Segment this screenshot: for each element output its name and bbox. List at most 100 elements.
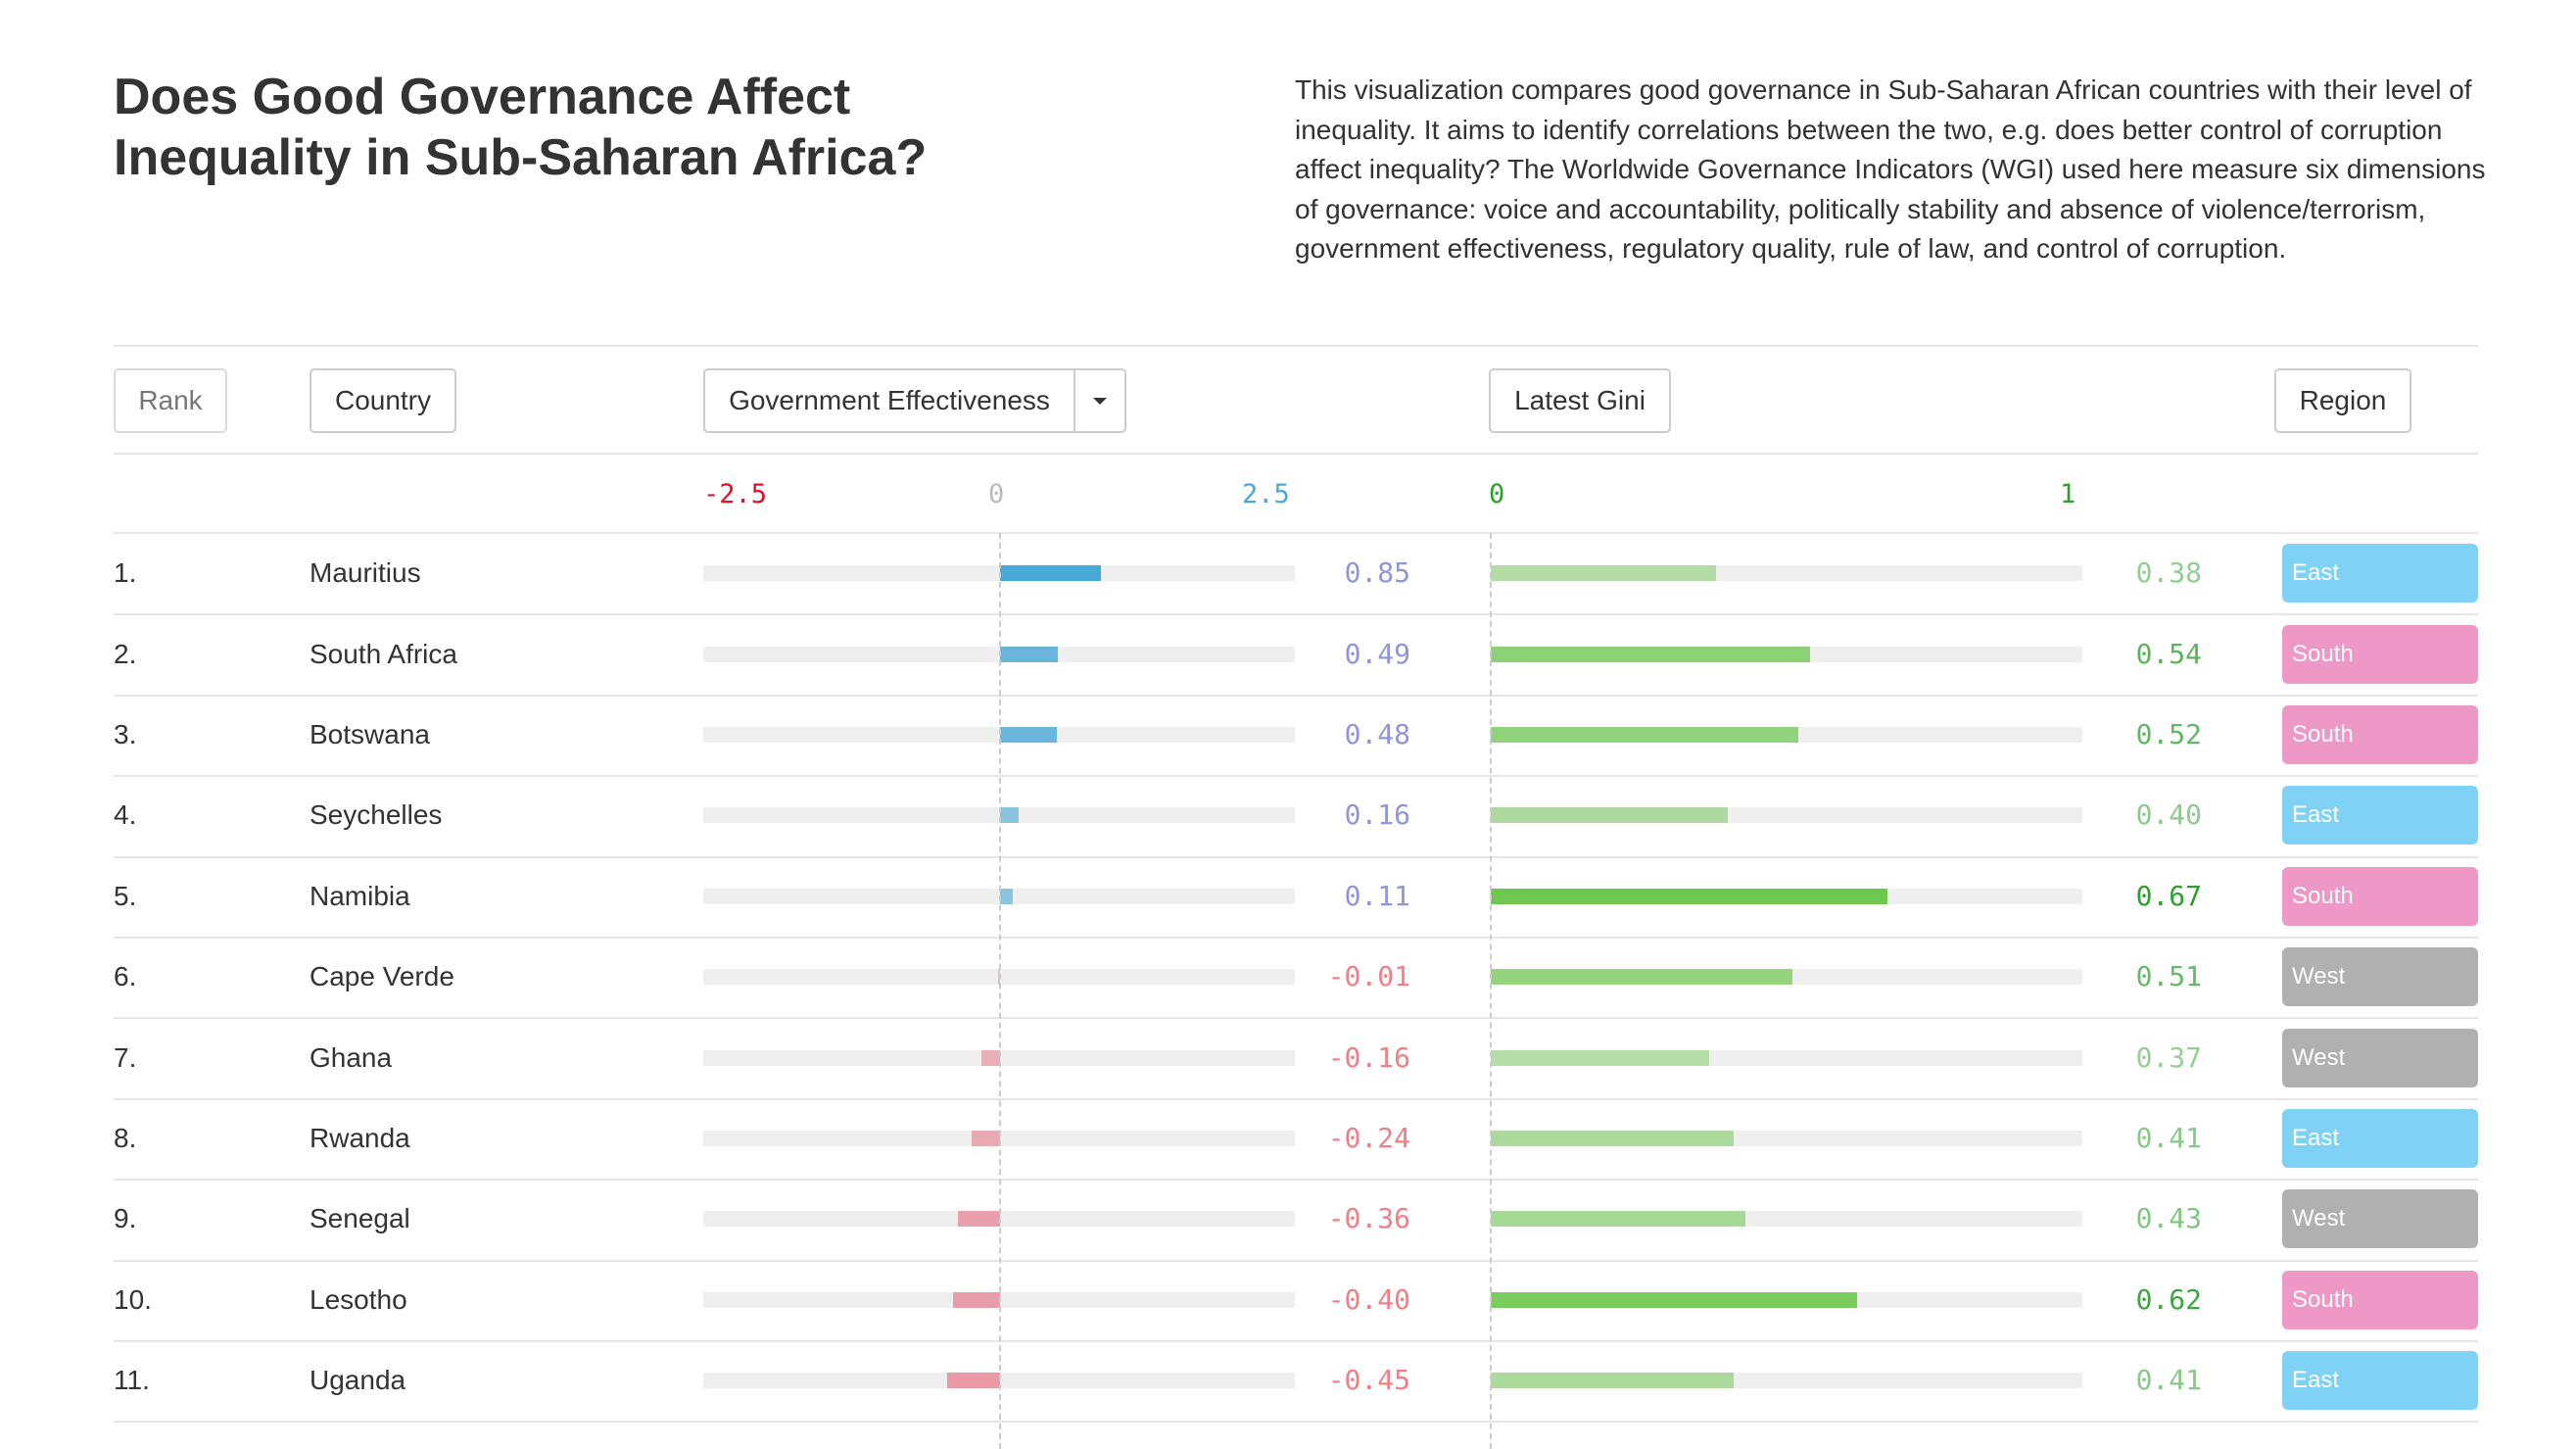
rank-cell: 1. [114, 557, 137, 589]
row-divider [114, 1179, 2478, 1182]
rank-cell: 2. [114, 638, 137, 669]
country-cell: Mauritius [310, 557, 421, 589]
gini-value: 0.40 [2135, 798, 2202, 832]
gini-bar [1491, 1049, 1710, 1066]
sort-country-button[interactable]: Country [310, 368, 456, 433]
gini-bar [1491, 565, 1716, 582]
sort-gini-button[interactable]: Latest Gini [1489, 368, 1671, 433]
gini-bar [1491, 727, 1799, 743]
gini-bar [1491, 807, 1728, 824]
gini-value: 0.38 [2135, 556, 2202, 590]
country-cell: Namibia [310, 880, 410, 911]
rank-cell: 9. [114, 1203, 137, 1234]
region-badge: East [2282, 1109, 2478, 1168]
gini-bar [1491, 1211, 1745, 1228]
gini-bar-track [1491, 565, 2082, 582]
sort-region-button[interactable]: Region [2274, 368, 2411, 433]
indicator-value: 0.11 [1344, 879, 1410, 912]
country-cell: Senegal [310, 1203, 410, 1234]
region-badge: South [2282, 624, 2478, 684]
page-title: Does Good Governance Affect Inequality i… [114, 69, 928, 186]
indicator-select[interactable]: Government Effectiveness [703, 368, 1075, 433]
region-badge: East [2282, 786, 2478, 845]
gini-bar [1491, 646, 1811, 662]
region-badge: South [2282, 866, 2478, 926]
rank-cell: 6. [114, 961, 137, 992]
indicator-bar [957, 1211, 1000, 1228]
gini-min-label: 0 [1489, 479, 1505, 509]
indicator-bar [1000, 727, 1057, 743]
region-badge: South [2282, 705, 2478, 764]
region-badge: West [2282, 947, 2478, 1007]
indicator-zero-line [999, 533, 1001, 1449]
row-divider [114, 775, 2478, 778]
indicator-min-label: -2.5 [703, 479, 768, 509]
row-divider [114, 694, 2478, 697]
header-divider-bottom [114, 453, 2478, 455]
indicator-value: -0.16 [1327, 1040, 1410, 1074]
row-divider [114, 1340, 2478, 1342]
gini-value: 0.37 [2135, 1040, 2202, 1074]
indicator-value: -0.36 [1327, 1202, 1410, 1235]
indicator-value: 0.49 [1344, 637, 1410, 670]
indicator-value: -0.40 [1327, 1282, 1410, 1316]
indicator-dropdown-toggle[interactable] [1075, 368, 1126, 433]
indicator-bar [1000, 565, 1101, 582]
region-badge: West [2282, 1189, 2478, 1249]
gini-value: 0.62 [2135, 1282, 2202, 1316]
country-cell: Uganda [310, 1365, 406, 1396]
indicator-bar [1000, 807, 1020, 824]
row-divider [114, 1017, 2478, 1020]
gini-value: 0.54 [2135, 637, 2202, 670]
indicator-bar [952, 1291, 1000, 1308]
region-badge: West [2282, 1028, 2478, 1087]
row-divider [114, 855, 2478, 858]
indicator-value: 0.16 [1344, 798, 1410, 832]
row-divider [114, 1259, 2478, 1262]
gini-bar [1491, 1373, 1734, 1389]
country-cell: South Africa [310, 638, 457, 669]
rank-cell: 10. [114, 1283, 152, 1315]
country-cell: Botswana [310, 719, 430, 749]
indicator-value: 0.48 [1344, 718, 1410, 750]
row-divider [114, 937, 2478, 939]
gini-value: 0.41 [2135, 1364, 2202, 1397]
country-cell: Lesotho [310, 1283, 407, 1315]
gini-bar [1491, 888, 1887, 904]
indicator-zero-label: 0 [988, 479, 1005, 509]
region-badge: East [2282, 544, 2478, 604]
indicator-bar [1000, 888, 1014, 904]
rank-cell: 7. [114, 1041, 137, 1073]
indicator-bar [980, 1049, 1000, 1066]
indicator-value: -0.45 [1327, 1364, 1410, 1397]
gini-zero-line [1490, 533, 1492, 1449]
indicator-value: -0.01 [1327, 960, 1410, 993]
gini-value: 0.41 [2135, 1122, 2202, 1154]
indicator-value: 0.85 [1344, 556, 1410, 590]
gini-value: 0.43 [2135, 1202, 2202, 1235]
rank-cell: 11. [114, 1365, 150, 1396]
gini-value: 0.51 [2135, 960, 2202, 993]
indicator-max-label: 2.5 [1242, 479, 1290, 509]
gini-value: 0.67 [2135, 879, 2202, 912]
gini-bar [1491, 1291, 1858, 1308]
rank-cell: 4. [114, 799, 137, 831]
gini-max-label: 1 [2060, 479, 2076, 509]
row-divider [114, 1097, 2478, 1100]
region-badge: South [2282, 1270, 2478, 1329]
row-divider [114, 1421, 2478, 1424]
sort-rank-button[interactable]: Rank [114, 368, 227, 433]
indicator-value: -0.24 [1327, 1122, 1410, 1154]
gini-bar [1491, 1131, 1734, 1146]
rank-cell: 8. [114, 1123, 137, 1153]
caret-down-icon [1093, 397, 1107, 405]
country-cell: Rwanda [310, 1123, 410, 1153]
header-divider-top [114, 345, 2478, 347]
country-cell: Seychelles [310, 799, 443, 831]
indicator-bar [946, 1373, 1000, 1389]
row-divider [114, 613, 2478, 616]
rank-cell: 3. [114, 719, 137, 749]
axis-divider [114, 532, 2478, 534]
gini-bar [1491, 969, 1793, 986]
